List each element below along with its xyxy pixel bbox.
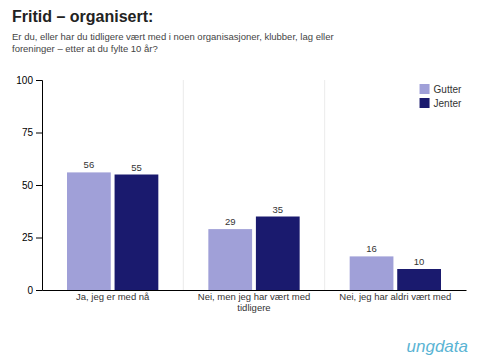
y-tick-mark <box>36 80 42 81</box>
y-tick-mark <box>36 133 42 134</box>
y-tick-label: 50 <box>22 180 34 191</box>
y-tick-label: 100 <box>16 75 33 86</box>
x-tick: Nei, jeg har aldri vært med <box>339 290 451 302</box>
separators <box>183 80 324 290</box>
bar-series <box>115 175 441 291</box>
y-axis-line <box>36 81 43 291</box>
legend-label: Gutter <box>434 84 462 95</box>
x-axis: Ja, jeg er med nå Nei, men jeg har vært m… <box>43 290 467 313</box>
chart: Fritid – organisert: Er du, eller har du … <box>0 0 480 360</box>
legend-swatch <box>420 84 430 94</box>
legend: Gutter Jenter <box>420 84 462 109</box>
y-tick-mark <box>36 185 42 186</box>
x-tick-label-line: tidligere <box>237 302 270 313</box>
bar <box>115 175 159 291</box>
bar <box>350 256 394 290</box>
group-separator <box>324 80 325 290</box>
plot: 0 25 50 75 100 Ja, jeg er med nå Nei, men jeg … <box>16 75 466 313</box>
y-tick-label: 0 <box>27 285 33 296</box>
data-label: 29 <box>225 216 236 227</box>
y-tick-mark <box>36 290 42 291</box>
y-tick: 100 <box>16 75 42 86</box>
subtitle-line: foreninger – etter at du fylte 10 år? <box>12 43 158 54</box>
x-tick: Nei, men jeg har vært medtidligere <box>198 290 310 313</box>
data-label: 56 <box>84 159 95 170</box>
data-labels: 56 29 16 55 35 10 <box>84 159 425 267</box>
x-tick-label: Nei, men jeg har vært medtidligere <box>198 291 310 313</box>
bar <box>67 172 111 290</box>
subtitle: Er du, eller har du tidligere vært med i… <box>12 31 334 54</box>
data-label: 35 <box>272 204 283 215</box>
x-tick-label-line: Nei, men jeg har vært med <box>198 291 310 302</box>
y-tick-label: 75 <box>22 127 34 138</box>
y-tick-label: 25 <box>22 232 34 243</box>
y-tick: 75 <box>22 127 42 138</box>
subtitle-line: Er du, eller har du tidligere vært med i… <box>12 31 334 42</box>
group-separator <box>183 80 184 290</box>
bar <box>208 229 252 290</box>
bar-series <box>67 172 393 290</box>
y-tick: 50 <box>22 180 42 191</box>
legend-swatch <box>420 98 430 108</box>
x-tick-label: Ja, jeg er med nå <box>76 291 150 302</box>
y-tick-mark <box>36 238 42 239</box>
x-tick: Ja, jeg er med nå <box>76 290 150 302</box>
legend-label: Jenter <box>434 98 462 109</box>
legend-item: Jenter <box>420 98 462 109</box>
bar <box>397 269 441 290</box>
data-label: 55 <box>131 162 142 173</box>
annotation: ungdata <box>407 337 468 356</box>
legend-item: Gutter <box>420 84 462 95</box>
x-tick-label: Nei, jeg har aldri vært med <box>339 291 451 302</box>
data-label: 10 <box>414 256 425 267</box>
title: Fritid – organisert: <box>12 8 153 25</box>
y-tick: 25 <box>22 232 42 243</box>
y-axis: 0 25 50 75 100 <box>16 75 42 296</box>
data-label: 16 <box>366 243 377 254</box>
bar <box>256 217 300 291</box>
bars <box>67 172 441 290</box>
x-tick-label-line: Nei, jeg har aldri vært med <box>339 291 451 302</box>
y-tick: 0 <box>27 285 42 296</box>
x-tick-label-line: Ja, jeg er med nå <box>76 291 150 302</box>
